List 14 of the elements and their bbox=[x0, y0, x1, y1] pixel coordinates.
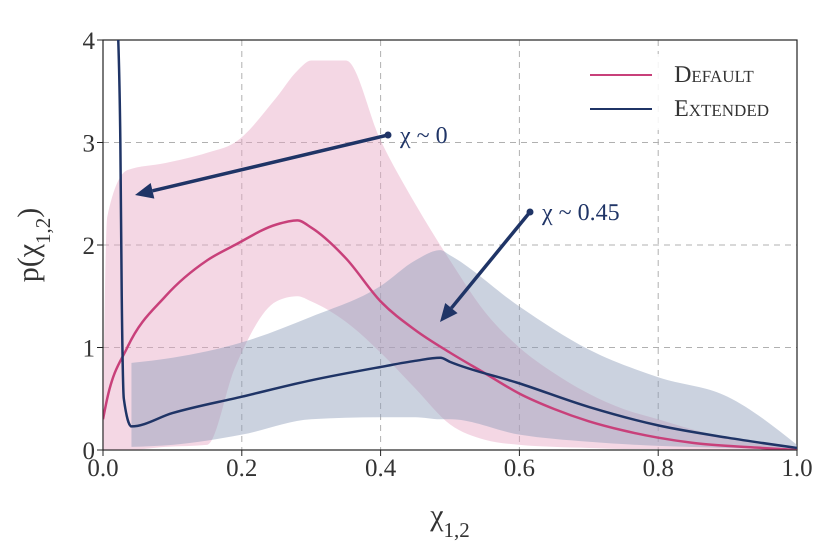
y-tick-label: 4 bbox=[82, 28, 96, 55]
legend-label: Default bbox=[674, 62, 754, 88]
annotation: χ ~ 0 bbox=[399, 123, 448, 149]
y-tick-label: 2 bbox=[82, 232, 95, 260]
x-tick-label: 0.6 bbox=[504, 454, 536, 482]
annotation: χ ~ 0.45 bbox=[541, 200, 620, 226]
legend-label: Extended bbox=[674, 96, 769, 122]
x-axis-title: χ$_{1,2}$ bbox=[429, 499, 470, 542]
x-tick-label: 1.0 bbox=[781, 454, 813, 482]
x-tick-label: 0.8 bbox=[642, 454, 674, 482]
y-tick-label: 1 bbox=[82, 335, 95, 362]
x-tick-label: 0.4 bbox=[364, 454, 397, 482]
x-tick-label: 0.2 bbox=[226, 454, 258, 482]
y-tick-label: 3 bbox=[82, 130, 95, 158]
